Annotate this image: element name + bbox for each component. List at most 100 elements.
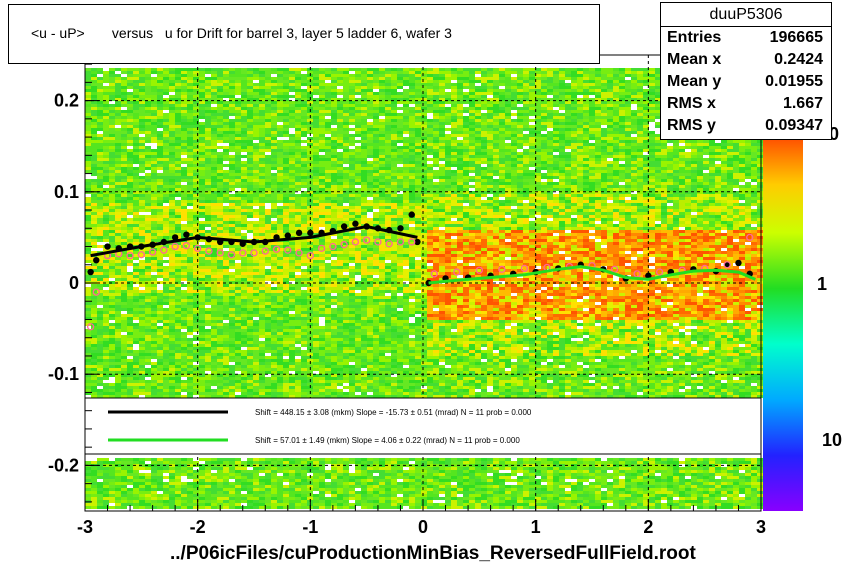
heatmap-cell [199, 137, 205, 140]
heatmap-cell [235, 341, 241, 344]
heatmap-cell [211, 203, 217, 206]
heatmap-cell [319, 278, 325, 281]
heatmap-cell [319, 218, 325, 221]
heatmap-cell [325, 284, 331, 287]
heatmap-cell [175, 335, 181, 338]
heatmap-cell [151, 293, 157, 296]
heatmap-cell [109, 479, 115, 482]
heatmap-cell [211, 86, 217, 89]
heatmap-cell [265, 101, 271, 104]
heatmap-cell [187, 95, 193, 98]
heatmap-cell [325, 218, 331, 221]
heatmap-cell [151, 140, 157, 143]
heatmap-cell [223, 395, 229, 398]
heatmap-cell [115, 242, 121, 245]
heatmap-cell [115, 212, 121, 215]
heatmap-cell [229, 122, 235, 125]
heatmap-cell [241, 122, 247, 125]
heatmap-cell [247, 200, 253, 203]
heatmap-cell [145, 272, 151, 275]
heatmap-cell [229, 476, 235, 479]
heatmap-cell [139, 323, 145, 326]
heatmap-cell [283, 365, 289, 368]
heatmap-cell [133, 185, 139, 188]
heatmap-cell [205, 245, 211, 248]
heatmap-cell [313, 380, 319, 383]
heatmap-cell [199, 80, 205, 83]
heatmap-cell [151, 485, 157, 488]
heatmap-cell [157, 326, 163, 329]
heatmap-cell [205, 158, 211, 161]
heatmap-cell [247, 83, 253, 86]
heatmap-cell [241, 278, 247, 281]
heatmap-cell [277, 350, 283, 353]
heatmap-cell [223, 347, 229, 350]
heatmap-cell [199, 317, 205, 320]
heatmap-cell [163, 395, 169, 398]
heatmap-cell [163, 275, 169, 278]
heatmap-cell [121, 386, 127, 389]
heatmap-cell [325, 335, 331, 338]
heatmap-cell [169, 482, 175, 485]
heatmap-cell [283, 161, 289, 164]
heatmap-cell [307, 239, 313, 242]
heatmap-cell [121, 191, 127, 194]
heatmap-cell [229, 500, 235, 503]
heatmap-cell [223, 314, 229, 317]
heatmap-cell [313, 485, 319, 488]
heatmap-cell [247, 299, 253, 302]
heatmap-cell [295, 221, 301, 224]
heatmap-cell [151, 200, 157, 203]
heatmap-cell [325, 392, 331, 395]
heatmap-cell [295, 338, 301, 341]
heatmap-cell [133, 119, 139, 122]
heatmap-cell [313, 164, 319, 167]
heatmap-cell [169, 182, 175, 185]
heatmap-cell [115, 395, 121, 398]
heatmap-cell [271, 167, 277, 170]
heatmap-cell [319, 185, 325, 188]
heatmap-cell [115, 365, 121, 368]
heatmap-cell [97, 212, 103, 215]
heatmap-cell [223, 353, 229, 356]
heatmap-cell [133, 143, 139, 146]
heatmap-cell [163, 293, 169, 296]
heatmap-cell [319, 329, 325, 332]
heatmap-cell [253, 320, 259, 323]
heatmap-cell [139, 218, 145, 221]
heatmap-cell [283, 494, 289, 497]
heatmap-cell [145, 164, 151, 167]
heatmap-cell [103, 326, 109, 329]
heatmap-cell [133, 149, 139, 152]
heatmap-cell [199, 323, 205, 326]
heatmap-cell [319, 119, 325, 122]
heatmap-cell [169, 371, 175, 374]
heatmap-cell [301, 98, 307, 101]
heatmap-cell [127, 239, 133, 242]
heatmap-cell [301, 392, 307, 395]
heatmap-cell [325, 341, 331, 344]
heatmap-cell [109, 128, 115, 131]
heatmap-cell [253, 89, 259, 92]
heatmap-cell [223, 224, 229, 227]
heatmap-cell [265, 482, 271, 485]
heatmap-cell [85, 278, 91, 281]
heatmap-cell [217, 323, 223, 326]
heatmap-cell [121, 251, 127, 254]
heatmap-cell [277, 89, 283, 92]
heatmap-cell [181, 86, 187, 89]
heatmap-cell [109, 131, 115, 134]
heatmap-cell [133, 227, 139, 230]
heatmap-cell [91, 86, 97, 89]
heatmap-cell [103, 143, 109, 146]
heatmap-cell [169, 359, 175, 362]
heatmap-cell [217, 110, 223, 113]
heatmap-cell [271, 299, 277, 302]
heatmap-cell [97, 266, 103, 269]
heatmap-cell [181, 200, 187, 203]
heatmap-cell [265, 356, 271, 359]
heatmap-cell [115, 485, 121, 488]
heatmap-cell [127, 149, 133, 152]
heatmap-cell [205, 221, 211, 224]
heatmap-cell [127, 224, 133, 227]
